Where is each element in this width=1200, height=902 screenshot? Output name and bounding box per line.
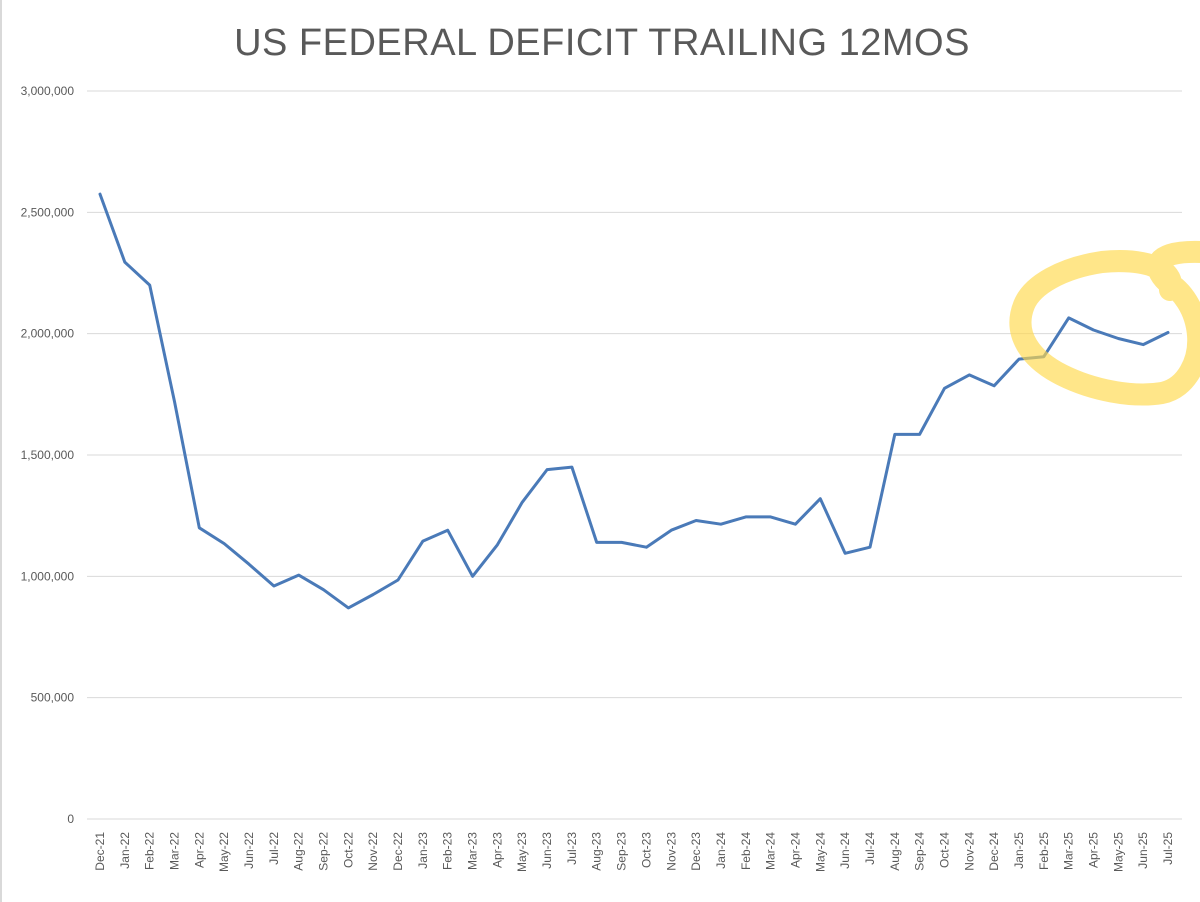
x-tick-label: Jan-24 <box>714 832 728 869</box>
x-tick-label: Feb-23 <box>441 832 455 870</box>
x-tick-label: Jan-22 <box>118 832 132 869</box>
x-tick-label: Feb-24 <box>739 832 753 870</box>
y-tick-label: 500,000 <box>31 691 75 705</box>
highlight-scribble <box>1009 240 1200 406</box>
x-tick-label: Oct-24 <box>937 832 951 868</box>
x-tick-label: Jun-25 <box>1136 832 1150 869</box>
x-tick-label: Jun-22 <box>242 832 256 869</box>
x-tick-label: Apr-23 <box>490 832 504 868</box>
x-tick-label: May-23 <box>515 832 529 872</box>
x-axis-ticks: Dec-21 Jan-22 Feb-22 Mar-22 Apr-22 May-22 Jun-… <box>93 832 1175 872</box>
x-tick-label: Apr-25 <box>1086 832 1100 868</box>
x-tick-label: Nov-24 <box>962 832 976 871</box>
x-tick-label: Dec-21 <box>93 832 107 871</box>
x-tick-label: Aug-22 <box>292 832 306 871</box>
x-tick-label: May-22 <box>217 832 231 872</box>
chart-title: US FEDERAL DEFICIT TRAILING 12MOS <box>234 22 970 64</box>
x-tick-label: Feb-25 <box>1037 832 1051 870</box>
x-tick-label: May-24 <box>813 832 827 872</box>
x-tick-label: Jun-24 <box>838 832 852 869</box>
x-tick-label: Jul-23 <box>565 832 579 865</box>
x-tick-label: Oct-23 <box>639 832 653 868</box>
x-tick-label: Mar-24 <box>764 832 778 870</box>
x-tick-label: Jan-23 <box>416 832 430 869</box>
x-tick-label: Mar-23 <box>466 832 480 870</box>
x-tick-label: Feb-22 <box>143 832 157 870</box>
x-tick-label: Mar-22 <box>168 832 182 870</box>
x-tick-label: Dec-24 <box>987 832 1001 871</box>
series-layer <box>98 192 1170 610</box>
x-tick-label: Jul-25 <box>1161 832 1175 865</box>
highlight-annotation <box>1009 240 1200 406</box>
x-tick-label: Jul-24 <box>863 832 877 865</box>
y-tick-label: 0 <box>67 812 74 826</box>
x-tick-label: Sep-22 <box>317 832 331 871</box>
y-axis-ticks: 0 500,000 1,000,000 1,500,000 2,000,000 2,500… <box>21 84 75 826</box>
x-tick-label: May-25 <box>1111 832 1125 872</box>
x-tick-label: Oct-22 <box>341 832 355 868</box>
x-tick-label: Jul-22 <box>267 832 281 865</box>
x-tick-label: Jan-25 <box>1012 832 1026 869</box>
x-tick-label: Apr-24 <box>788 832 802 868</box>
x-tick-label: Dec-22 <box>391 832 405 871</box>
y-tick-label: 2,500,000 <box>21 205 75 219</box>
y-tick-label: 3,000,000 <box>21 84 75 98</box>
y-tick-label: 1,000,000 <box>21 569 75 583</box>
x-tick-label: Nov-22 <box>366 832 380 871</box>
y-tick-label: 2,000,000 <box>21 327 75 341</box>
x-tick-label: Nov-23 <box>664 832 678 871</box>
series-line <box>98 192 1170 610</box>
x-tick-label: Sep-24 <box>913 832 927 871</box>
x-tick-label: Aug-24 <box>888 832 902 871</box>
x-tick-label: Jun-23 <box>540 832 554 869</box>
x-tick-label: Dec-23 <box>689 832 703 871</box>
x-tick-label: Mar-25 <box>1062 832 1076 870</box>
x-tick-label: Sep-23 <box>615 832 629 871</box>
x-tick-label: Aug-23 <box>590 832 604 871</box>
y-tick-label: 1,500,000 <box>21 448 75 462</box>
gridlines <box>87 90 1182 820</box>
x-tick-label: Apr-22 <box>192 832 206 868</box>
